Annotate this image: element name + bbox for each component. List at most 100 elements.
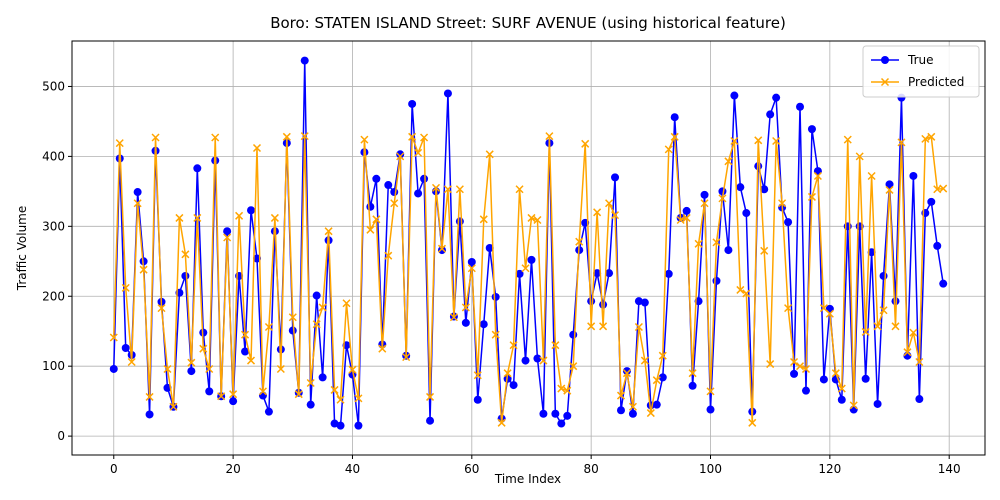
data-point — [569, 362, 578, 371]
data-point — [730, 91, 739, 100]
data-point — [867, 248, 876, 257]
data-point — [396, 150, 405, 159]
data-point — [420, 133, 429, 142]
data-point — [909, 171, 918, 180]
data-point — [551, 409, 560, 418]
data-point — [742, 289, 751, 298]
data-point — [599, 322, 608, 331]
data-point — [336, 395, 345, 404]
data-point — [819, 375, 828, 384]
data-point — [682, 206, 691, 215]
data-point — [426, 416, 435, 425]
data-point — [915, 357, 924, 367]
data-point — [223, 233, 232, 242]
data-point — [778, 199, 787, 208]
data-point — [682, 213, 691, 222]
data-point — [252, 143, 262, 153]
data-point — [706, 387, 715, 396]
data-point — [360, 135, 369, 144]
data-point — [396, 152, 405, 161]
data-point — [354, 421, 363, 430]
legend-label: True — [907, 53, 934, 67]
data-point — [414, 148, 423, 157]
data-point — [724, 246, 733, 255]
data-point — [736, 183, 745, 192]
data-point — [801, 364, 811, 374]
grid — [72, 41, 985, 455]
data-point — [348, 365, 357, 374]
data-point — [897, 138, 906, 147]
data-point — [408, 132, 417, 141]
data-point — [634, 322, 643, 332]
data-point — [670, 113, 679, 122]
data-point — [187, 367, 196, 376]
data-point — [855, 152, 864, 161]
plot-frame — [71, 40, 986, 456]
data-point — [366, 225, 375, 234]
data-point — [784, 218, 793, 227]
x-tick-label: 80 — [584, 462, 599, 476]
data-point — [736, 285, 745, 294]
data-point — [795, 362, 805, 371]
data-point — [157, 304, 166, 313]
data-point — [300, 132, 309, 141]
data-point — [109, 364, 118, 373]
data-point — [193, 164, 202, 173]
data-point — [223, 227, 232, 236]
legend-marker — [881, 56, 889, 64]
data-point — [133, 199, 142, 208]
data-point — [742, 209, 751, 218]
data-point — [688, 381, 697, 390]
data-point — [324, 227, 333, 236]
legend-box — [862, 45, 980, 98]
data-point — [712, 276, 721, 285]
data-point — [354, 394, 363, 403]
data-point — [664, 145, 673, 154]
data-point — [807, 192, 816, 201]
data-point — [330, 385, 339, 394]
data-point — [145, 392, 154, 401]
data-point — [437, 246, 446, 255]
data-point — [491, 292, 500, 301]
data-point — [879, 306, 888, 315]
data-point — [539, 356, 548, 365]
data-point — [545, 132, 554, 141]
data-point — [181, 250, 190, 259]
data-point — [879, 271, 888, 280]
x-tick-label: 100 — [699, 462, 722, 476]
data-point — [593, 208, 602, 217]
chart-title: Boro: STATEN ISLAND Street: SURF AVENUE … — [270, 14, 786, 32]
data-point — [790, 369, 799, 378]
data-point — [539, 409, 548, 418]
data-point — [587, 322, 596, 331]
data-point — [527, 213, 536, 222]
data-point — [915, 395, 924, 404]
data-point — [891, 297, 900, 306]
data-point — [485, 244, 494, 252]
data-point — [772, 136, 781, 146]
x-tick-label: 40 — [345, 462, 360, 476]
series-predicted — [109, 132, 948, 427]
y-tick-label: 400 — [42, 149, 65, 163]
data-point — [563, 386, 572, 395]
data-point — [306, 400, 315, 409]
data-point — [527, 255, 536, 264]
data-point — [706, 405, 715, 414]
data-point — [145, 410, 154, 419]
data-point — [569, 330, 578, 339]
data-point — [515, 185, 524, 194]
data-point — [121, 283, 130, 292]
data-point — [813, 171, 822, 181]
data-point — [611, 173, 620, 182]
data-point — [801, 386, 810, 395]
data-point — [676, 215, 685, 225]
legend-item: Predicted — [871, 75, 964, 89]
data-point — [796, 102, 805, 111]
data-point — [282, 132, 291, 141]
data-point — [443, 89, 452, 98]
y-tick-label: 100 — [42, 359, 65, 373]
data-point — [861, 374, 870, 383]
x-axis-label: Time Index — [494, 472, 561, 486]
data-point — [927, 197, 936, 206]
data-point — [431, 183, 441, 192]
